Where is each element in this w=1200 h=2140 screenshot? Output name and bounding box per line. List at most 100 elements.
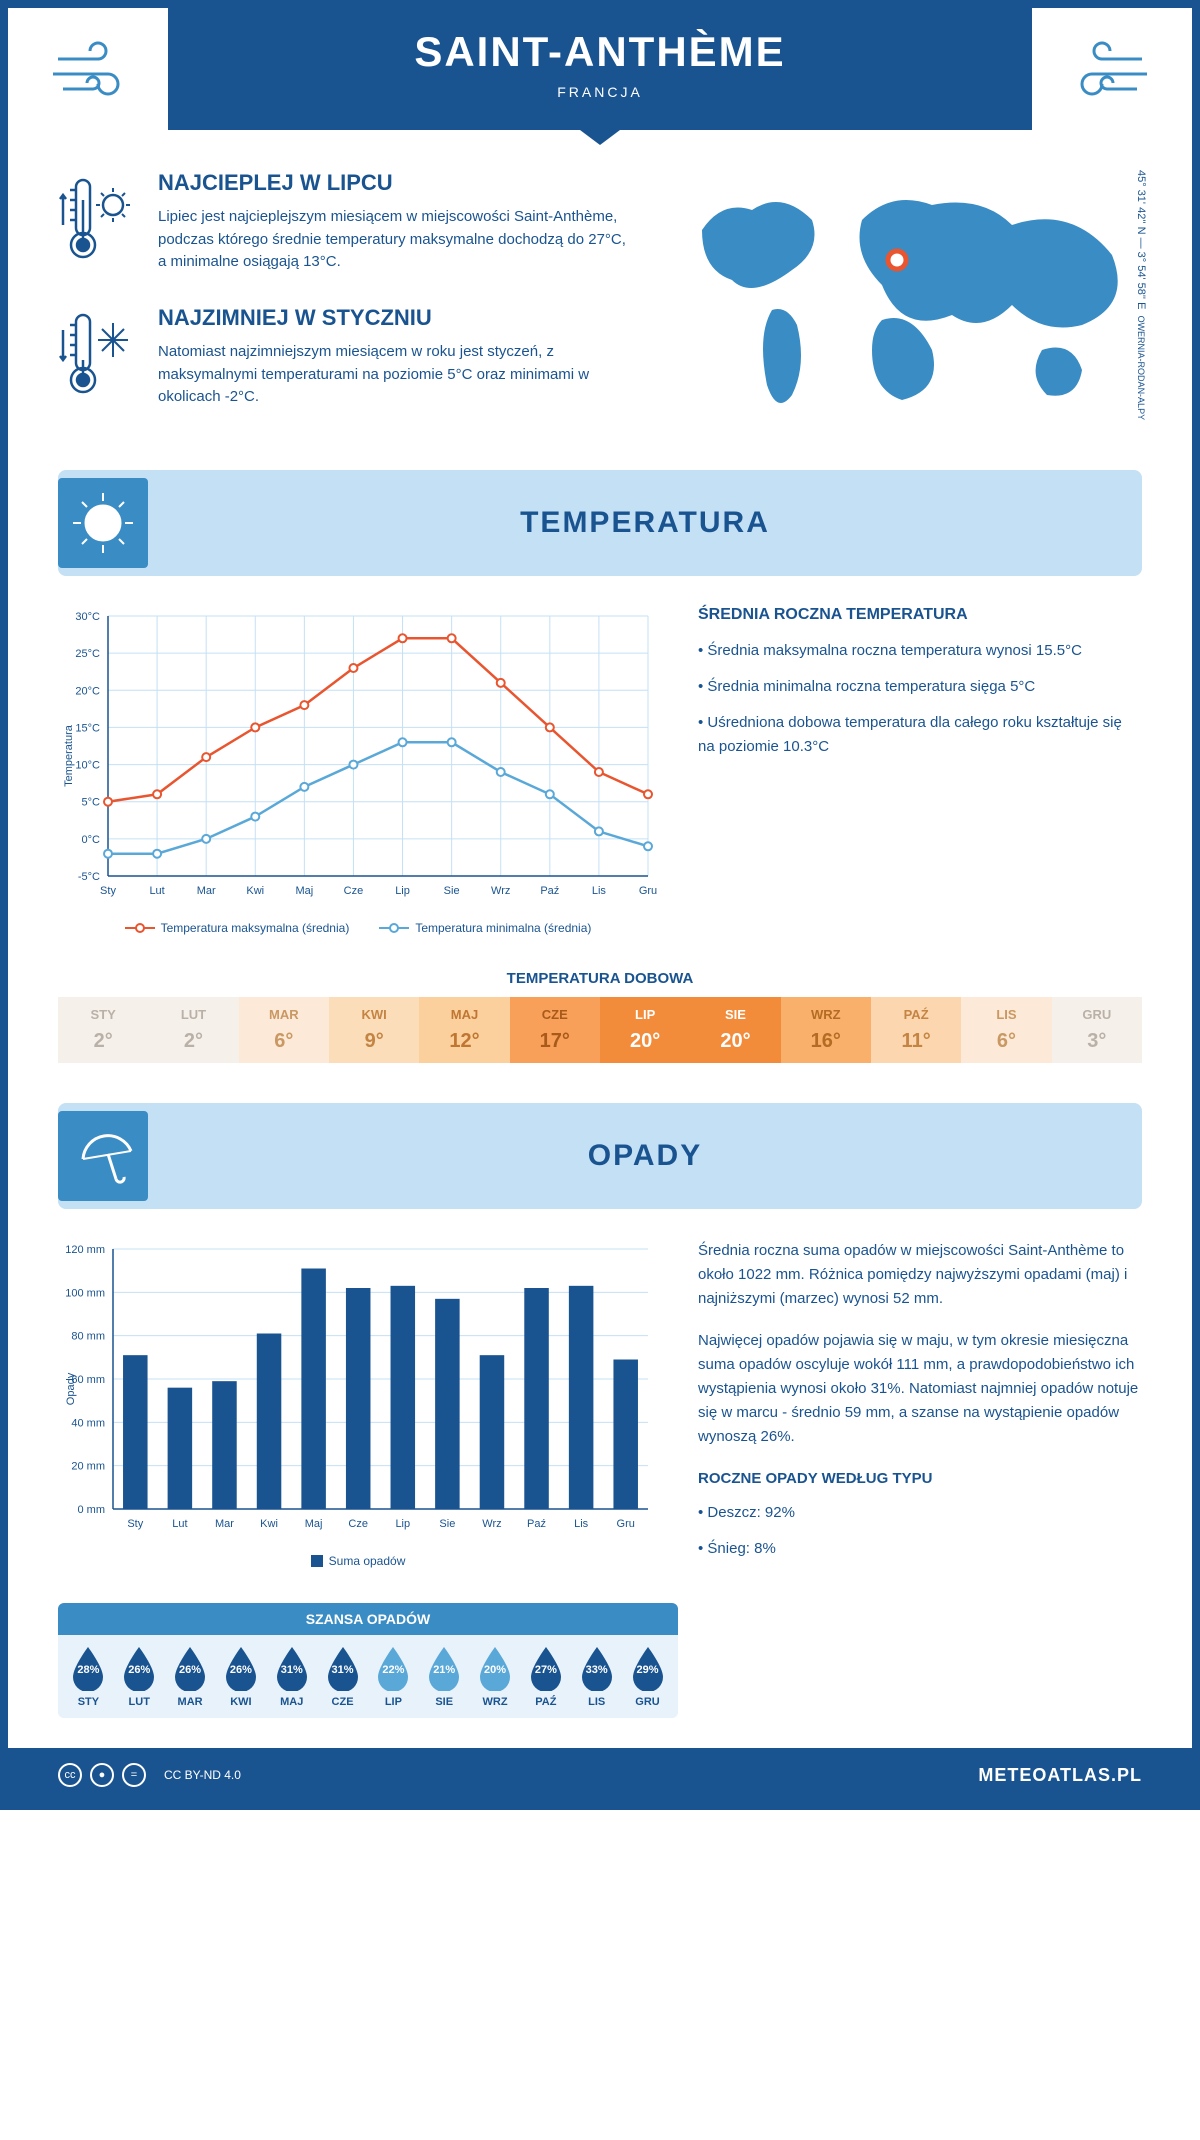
temp-bullet: • Średnia minimalna roczna temperatura s… — [698, 675, 1142, 699]
title-banner: SAINT-ANTHÈME FRANCJA — [168, 8, 1032, 130]
svg-text:Gru: Gru — [617, 1518, 635, 1530]
intro-section: NAJCIEPLEJ W LIPCU Lipiec jest najcieple… — [8, 130, 1192, 470]
svg-text:Lip: Lip — [395, 1518, 410, 1530]
chance-title: SZANSA OPADÓW — [58, 1603, 678, 1635]
svg-text:Opady: Opady — [65, 1372, 77, 1405]
wind-icon-left — [48, 39, 148, 99]
svg-text:0°C: 0°C — [82, 834, 101, 846]
world-map: 45° 31' 42'' N — 3° 54' 58'' E OWERNIA-R… — [662, 170, 1142, 440]
fact-hot-title: NAJCIEPLEJ W LIPCU — [158, 170, 632, 196]
svg-text:Lut: Lut — [149, 885, 164, 897]
svg-text:15°C: 15°C — [75, 722, 100, 734]
brand-name: METEOATLAS.PL — [978, 1765, 1142, 1786]
precip-chart-legend: Suma opadów — [58, 1554, 658, 1568]
drop-icon: 26% — [120, 1645, 158, 1691]
daily-cell: CZE17° — [510, 997, 600, 1063]
precip-type-title: ROCZNE OPADY WEDŁUG TYPU — [698, 1467, 1142, 1491]
daily-cell: PAŹ11° — [871, 997, 961, 1063]
svg-text:20 mm: 20 mm — [71, 1461, 105, 1473]
nd-icon: = — [122, 1763, 146, 1787]
precip-snow: • Śnieg: 8% — [698, 1537, 1142, 1561]
drop-icon: 27% — [527, 1645, 565, 1691]
svg-text:Lut: Lut — [172, 1518, 187, 1530]
svg-text:10°C: 10°C — [75, 760, 100, 772]
cc-icon: cc — [58, 1763, 82, 1787]
drop-icon: 26% — [171, 1645, 209, 1691]
drop-icon: 33% — [578, 1645, 616, 1691]
daily-cell: GRU3° — [1052, 997, 1142, 1063]
footer: cc ● = CC BY-ND 4.0 METEOATLAS.PL — [8, 1748, 1192, 1802]
chance-cell: 27% PAŹ — [520, 1645, 571, 1708]
svg-text:Mar: Mar — [197, 885, 216, 897]
drop-icon: 26% — [222, 1645, 260, 1691]
fact-cold-title: NAJZIMNIEJ W STYCZNIU — [158, 305, 632, 331]
svg-text:0 mm: 0 mm — [78, 1504, 106, 1516]
svg-text:-5°C: -5°C — [78, 871, 100, 883]
svg-text:Sty: Sty — [127, 1518, 143, 1530]
header-row: SAINT-ANTHÈME FRANCJA — [8, 8, 1192, 130]
drop-icon: 22% — [374, 1645, 412, 1691]
temp-bullet: • Średnia maksymalna roczna temperatura … — [698, 639, 1142, 663]
daily-temp-title: TEMPERATURA DOBOWA — [8, 970, 1192, 987]
chance-cell: 26% KWI — [215, 1645, 266, 1708]
daily-cell: LIS6° — [961, 997, 1051, 1063]
svg-text:Sie: Sie — [444, 885, 460, 897]
drop-icon: 21% — [425, 1645, 463, 1691]
svg-text:80 mm: 80 mm — [71, 1331, 105, 1343]
country-name: FRANCJA — [168, 84, 1032, 100]
precip-paragraph: Najwięcej opadów pojawia się w maju, w t… — [698, 1329, 1142, 1449]
drop-icon: 28% — [69, 1645, 107, 1691]
daily-cell: WRZ16° — [781, 997, 871, 1063]
precipitation-bar-chart: 0 mm20 mm40 mm60 mm80 mm100 mm120 mmStyL… — [58, 1239, 658, 1573]
fact-cold-text: Natomiast najzimniejszym miesiącem w rok… — [158, 341, 632, 409]
svg-text:100 mm: 100 mm — [65, 1287, 105, 1299]
chance-cell: 28% STY — [63, 1645, 114, 1708]
section-header-temperature: TEMPERATURA — [58, 470, 1142, 576]
svg-text:Temperatura: Temperatura — [63, 724, 75, 787]
svg-text:Wrz: Wrz — [491, 885, 510, 897]
daily-cell: KWI9° — [329, 997, 419, 1063]
drop-icon: 31% — [273, 1645, 311, 1691]
license-block: cc ● = CC BY-ND 4.0 — [58, 1763, 241, 1787]
section-title-temperature: TEMPERATURA — [148, 506, 1142, 540]
drop-icon: 31% — [324, 1645, 362, 1691]
temp-chart-legend: Temperatura maksymalna (średnia) Tempera… — [58, 921, 658, 935]
chance-cell: 21% SIE — [419, 1645, 470, 1708]
sun-icon — [58, 478, 148, 568]
umbrella-icon — [58, 1111, 148, 1201]
daily-cell: MAR6° — [239, 997, 329, 1063]
svg-text:Mar: Mar — [215, 1518, 234, 1530]
svg-text:Paź: Paź — [540, 885, 559, 897]
chance-cell: 29% GRU — [622, 1645, 673, 1708]
fact-hottest: NAJCIEPLEJ W LIPCU Lipiec jest najcieple… — [58, 170, 632, 275]
daily-cell: MAJ12° — [419, 997, 509, 1063]
chance-cell: 26% LUT — [114, 1645, 165, 1708]
daily-cell: SIE20° — [690, 997, 780, 1063]
wind-icon-right — [1052, 39, 1152, 99]
temperature-info: ŚREDNIA ROCZNA TEMPERATURA • Średnia mak… — [698, 606, 1142, 935]
daily-cell: LIP20° — [600, 997, 690, 1063]
chance-cell: 26% MAR — [165, 1645, 216, 1708]
svg-text:Sty: Sty — [100, 885, 116, 897]
page: SAINT-ANTHÈME FRANCJA NAJCIEPLEJ W LIPCU… — [0, 0, 1200, 1810]
svg-text:30°C: 30°C — [75, 611, 100, 623]
coordinates: 45° 31' 42'' N — 3° 54' 58'' E OWERNIA-R… — [1135, 170, 1147, 420]
svg-text:5°C: 5°C — [82, 797, 101, 809]
daily-cell: STY2° — [58, 997, 148, 1063]
svg-text:20°C: 20°C — [75, 685, 100, 697]
svg-text:Cze: Cze — [344, 885, 364, 897]
precipitation-info: Średnia roczna suma opadów w miejscowośc… — [698, 1239, 1142, 1573]
svg-text:Kwi: Kwi — [260, 1518, 278, 1530]
svg-text:Kwi: Kwi — [246, 885, 264, 897]
drop-icon: 29% — [629, 1645, 667, 1691]
city-name: SAINT-ANTHÈME — [168, 28, 1032, 76]
temp-info-title: ŚREDNIA ROCZNA TEMPERATURA — [698, 606, 1142, 624]
precip-rain: • Deszcz: 92% — [698, 1501, 1142, 1525]
temp-bullet: • Uśredniona dobowa temperatura dla całe… — [698, 711, 1142, 759]
svg-text:Maj: Maj — [295, 885, 313, 897]
thermometer-cold-icon — [58, 305, 138, 410]
precip-paragraph: Średnia roczna suma opadów w miejscowośc… — [698, 1239, 1142, 1311]
thermometer-hot-icon — [58, 170, 138, 275]
svg-text:Paź: Paź — [527, 1518, 546, 1530]
chance-cell: 33% LIS — [571, 1645, 622, 1708]
